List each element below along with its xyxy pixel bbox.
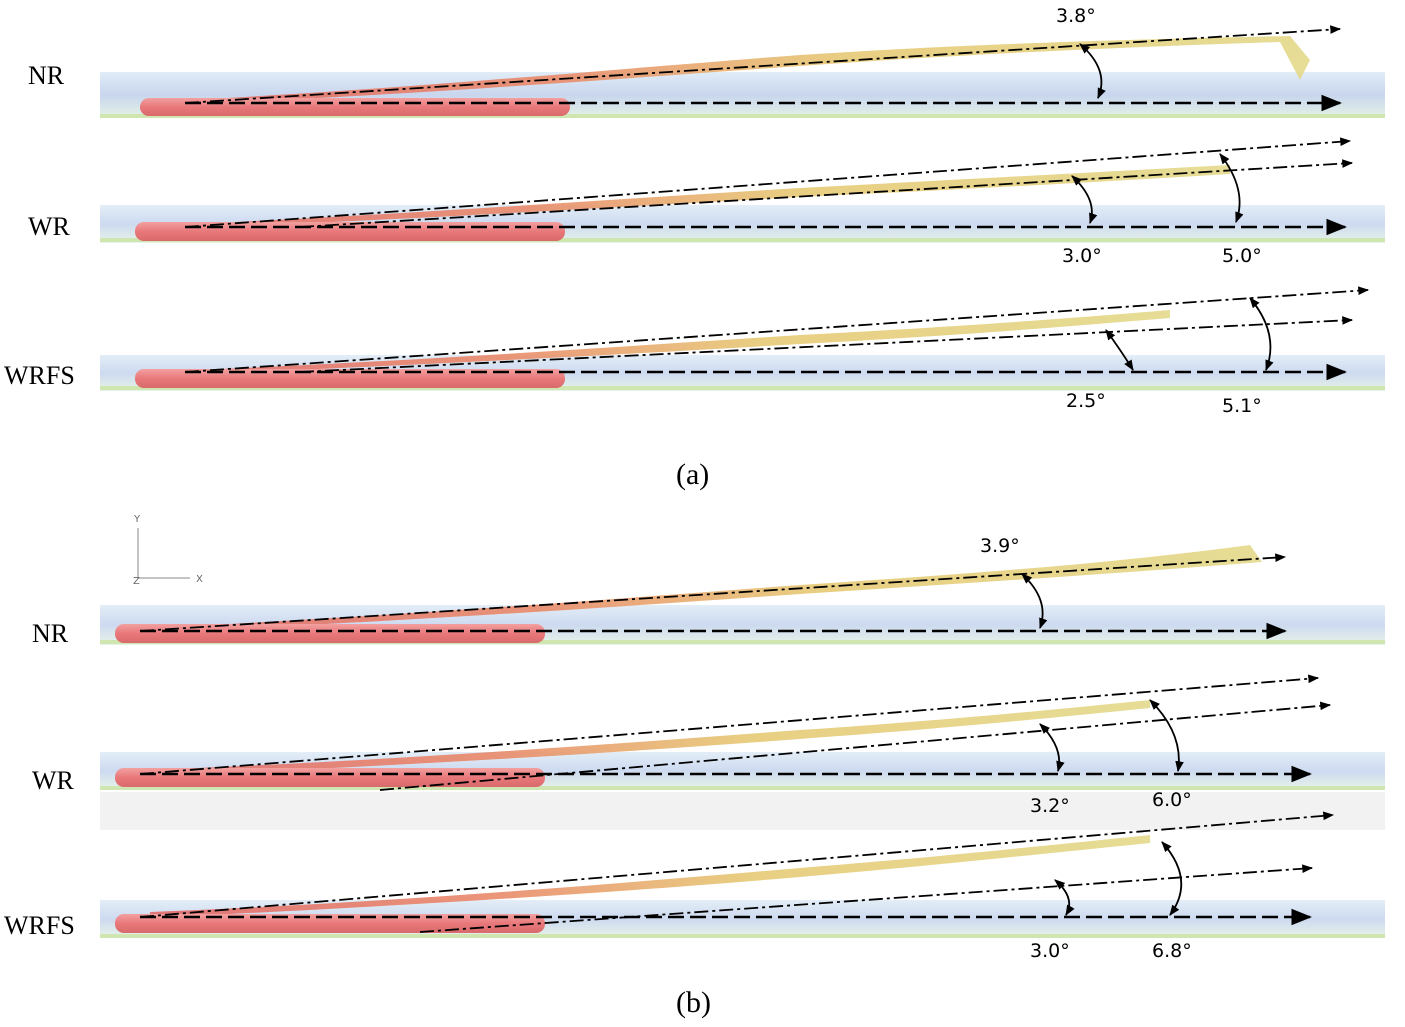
axes-triad: Y X Z — [133, 514, 203, 587]
angle-label: 6.8° — [1152, 940, 1192, 962]
panel-caption: (b) — [676, 986, 711, 1019]
angle-label: 5.1° — [1222, 395, 1262, 417]
angle-label: 3.2° — [1030, 795, 1070, 817]
angle-label: 3.0° — [1062, 245, 1102, 267]
trajectory-line — [299, 316, 1354, 373]
angle-arc — [1054, 879, 1075, 916]
body — [135, 369, 565, 388]
trajectory-line — [184, 286, 1370, 373]
angle-arc — [1021, 573, 1048, 630]
case-label: WR — [32, 766, 75, 795]
body — [115, 624, 545, 643]
gap-band — [100, 792, 1385, 830]
vortex-streak — [150, 165, 1230, 230]
body — [115, 914, 545, 933]
wall-surface — [100, 114, 1385, 118]
angle-arc — [1161, 841, 1183, 916]
body — [115, 768, 545, 787]
angle-label: 6.0° — [1152, 789, 1192, 811]
angle-arc — [1039, 723, 1065, 773]
angle-label: 3.0° — [1030, 940, 1070, 962]
row-b-wrfs: WRFS 3.0° 6.8° — [4, 811, 1385, 962]
wall-surface — [100, 386, 1385, 390]
wall-surface — [100, 640, 1385, 644]
panel-b: Y X Z NR 3.9° WR — [4, 514, 1385, 1019]
wall-surface — [100, 238, 1385, 242]
case-label: NR — [32, 619, 69, 648]
row-a-nr: NR 3.8° — [28, 5, 1385, 118]
angle-arc — [1219, 153, 1244, 224]
case-label: NR — [28, 61, 65, 90]
case-label: WRFS — [4, 361, 75, 390]
row-b-nr: NR 3.9° — [32, 535, 1385, 648]
angle-arc — [1249, 297, 1274, 372]
angle-arc — [1149, 699, 1184, 773]
angle-arc — [1105, 329, 1134, 371]
angle-arc — [1079, 43, 1106, 99]
trajectory-line — [139, 674, 1320, 775]
trajectory-line — [184, 25, 1342, 104]
panel-caption: (a) — [676, 458, 709, 491]
trajectory-line — [139, 553, 1287, 632]
axis-y-label: Y — [133, 514, 141, 525]
case-label: WR — [28, 212, 71, 241]
angle-label: 3.8° — [1056, 5, 1096, 27]
angle-label: 2.5° — [1066, 390, 1106, 412]
wall-surface — [100, 934, 1385, 938]
wall-surface — [100, 786, 1385, 790]
axis-x-label: X — [196, 574, 203, 585]
vortex-streak — [150, 835, 1150, 918]
angle-label: 3.9° — [980, 535, 1020, 557]
row-a-wrfs: WRFS 2.5° 5.1° — [4, 286, 1385, 417]
trajectory-line — [299, 159, 1354, 228]
angle-label: 5.0° — [1222, 245, 1262, 267]
panel-a: NR 3.8° WR 3.0° 5.0° WRFS — [4, 5, 1385, 491]
case-label: WRFS — [4, 911, 75, 940]
angle-arc — [1071, 175, 1098, 225]
vortex-streak — [150, 545, 1262, 632]
body — [140, 98, 570, 116]
vortex-streak — [150, 36, 1310, 106]
row-b-wr: WR 3.2° 6.0° — [32, 674, 1385, 830]
trajectory-line — [184, 137, 1352, 228]
axis-z-label: Z — [133, 576, 140, 587]
row-a-wr: WR 3.0° 5.0° — [28, 137, 1385, 267]
